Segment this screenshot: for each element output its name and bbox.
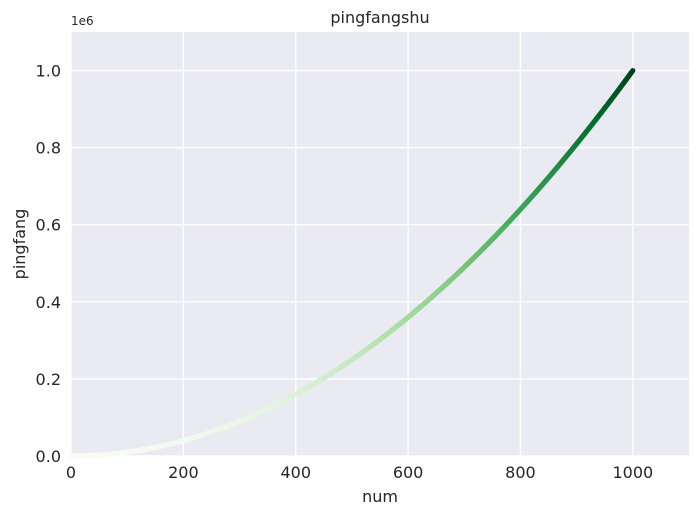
y-tick-label: 0.8: [36, 139, 61, 158]
y-tick-label: 0.4: [36, 293, 61, 312]
y-tick-labels: 0.0 0.2 0.4 0.6 0.8 1.0: [36, 62, 61, 466]
x-tick-label: 600: [393, 463, 424, 482]
x-tick-label: 0: [66, 463, 76, 482]
y-tick-label: 0.0: [36, 447, 61, 466]
x-tick-label: 400: [280, 463, 311, 482]
y-axis-offset-label: 1e6: [71, 14, 94, 28]
x-tick-label: 800: [505, 463, 536, 482]
chart-title: pingfangshu: [330, 8, 429, 27]
y-axis-label: pingfang: [10, 209, 29, 280]
x-tick-label: 1000: [612, 463, 653, 482]
y-tick-label: 1.0: [36, 62, 61, 81]
data-point: [630, 67, 636, 74]
grid-lines: [70, 32, 689, 457]
x-tick-label: 200: [168, 463, 199, 482]
plot-area: [71, 32, 689, 456]
y-tick-label: 0.2: [36, 370, 61, 389]
x-tick-labels: 0 200 400 600 800 1000: [66, 463, 653, 482]
x-axis-label: num: [362, 487, 398, 506]
data-points: [68, 67, 636, 459]
y-tick-label: 0.6: [36, 216, 61, 235]
